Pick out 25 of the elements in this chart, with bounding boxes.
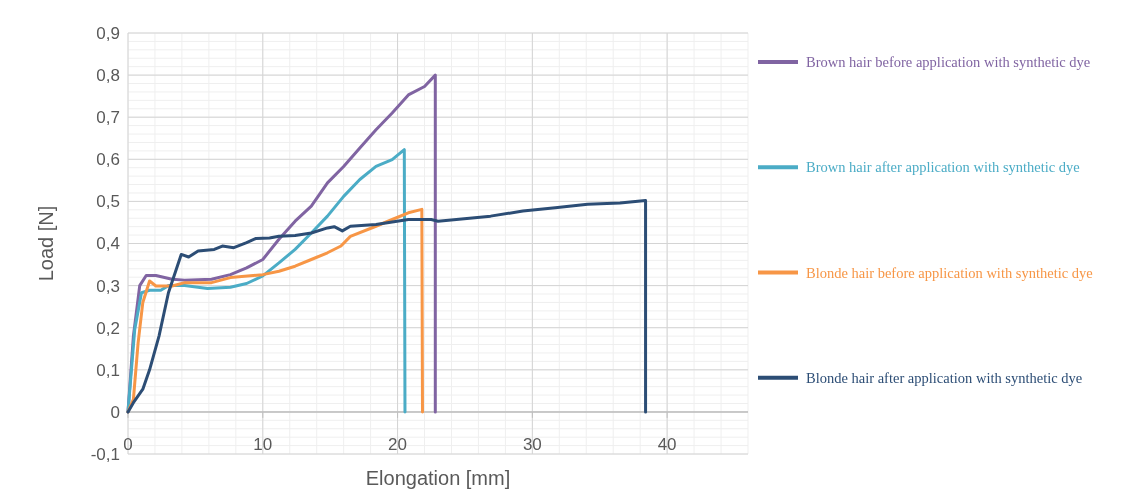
legend-label: Brown hair before application with synthetic dye: [806, 54, 1091, 70]
y-tick-label: 0,5: [96, 192, 120, 212]
y-tick-label: 0,2: [96, 318, 120, 338]
x-tick-label: 30: [522, 435, 542, 454]
legend-label: Blonde hair before application with synthetic dye: [806, 264, 1093, 281]
y-tick-label: 0: [110, 402, 120, 422]
y-tick-label: 0,3: [96, 276, 120, 296]
y-tick-label: 0,6: [96, 150, 120, 170]
line-series: [126, 207, 424, 414]
y-axis-title: Load [N]: [35, 205, 57, 282]
y-tick-label: 0,1: [96, 360, 120, 380]
y-tick-label: 0,7: [96, 108, 120, 128]
legend-label: Brown hair after application with synthetic dye: [806, 159, 1080, 176]
x-tick-label: 20: [388, 435, 408, 454]
x-tick-label: 0: [123, 435, 133, 454]
y-tick-label: 0,9: [96, 23, 120, 43]
x-axis-title: Elongation [mm]: [365, 467, 511, 489]
x-tick-label: 10: [253, 435, 273, 454]
x-tick-label: 40: [657, 435, 677, 454]
line-series: [126, 148, 407, 414]
y-tick-label: 0,4: [96, 234, 120, 254]
legend-label: Blonde hair after application with synthetic dye: [806, 369, 1083, 386]
y-tick-label: -0,1: [90, 444, 120, 464]
y-tick-label: 0,8: [96, 66, 120, 86]
line-series: [126, 199, 648, 414]
